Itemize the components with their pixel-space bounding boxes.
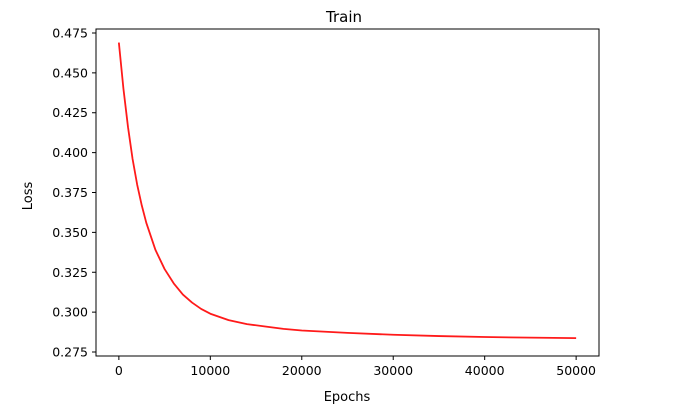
y-tick-label: 0.475: [52, 25, 88, 40]
y-axis-ticks: 0.275 0.300 0.325 0.350 0.375 0.400 0.425 0.450…: [52, 25, 96, 360]
y-tick-label: 0.375: [52, 185, 88, 200]
x-tick-label: 30000: [373, 363, 413, 378]
chart-title: Train: [325, 8, 362, 26]
loss-series-line: [117, 42, 577, 340]
x-tick-label: 50000: [556, 363, 596, 378]
y-axis-label: Loss: [21, 182, 36, 211]
y-tick-label: 0.400: [52, 145, 88, 160]
y-tick-label: 0.425: [52, 105, 88, 120]
plot-area: [117, 42, 577, 340]
y-tick-label: 0.450: [52, 65, 88, 80]
x-tick-label: 40000: [465, 363, 505, 378]
y-tick-label: 0.350: [52, 225, 88, 240]
x-axis-ticks: 0 10000 20000 30000 40000 50000: [115, 356, 596, 378]
x-tick-label: 0: [115, 363, 123, 378]
y-tick-label: 0.275: [52, 345, 88, 360]
x-tick-label: 20000: [282, 363, 322, 378]
y-tick-label: 0.325: [52, 265, 88, 280]
x-tick-label: 10000: [190, 363, 230, 378]
y-tick-label: 0.300: [52, 305, 88, 320]
plot-frame: [95, 28, 600, 357]
x-axis-label: Epochs: [324, 390, 371, 405]
